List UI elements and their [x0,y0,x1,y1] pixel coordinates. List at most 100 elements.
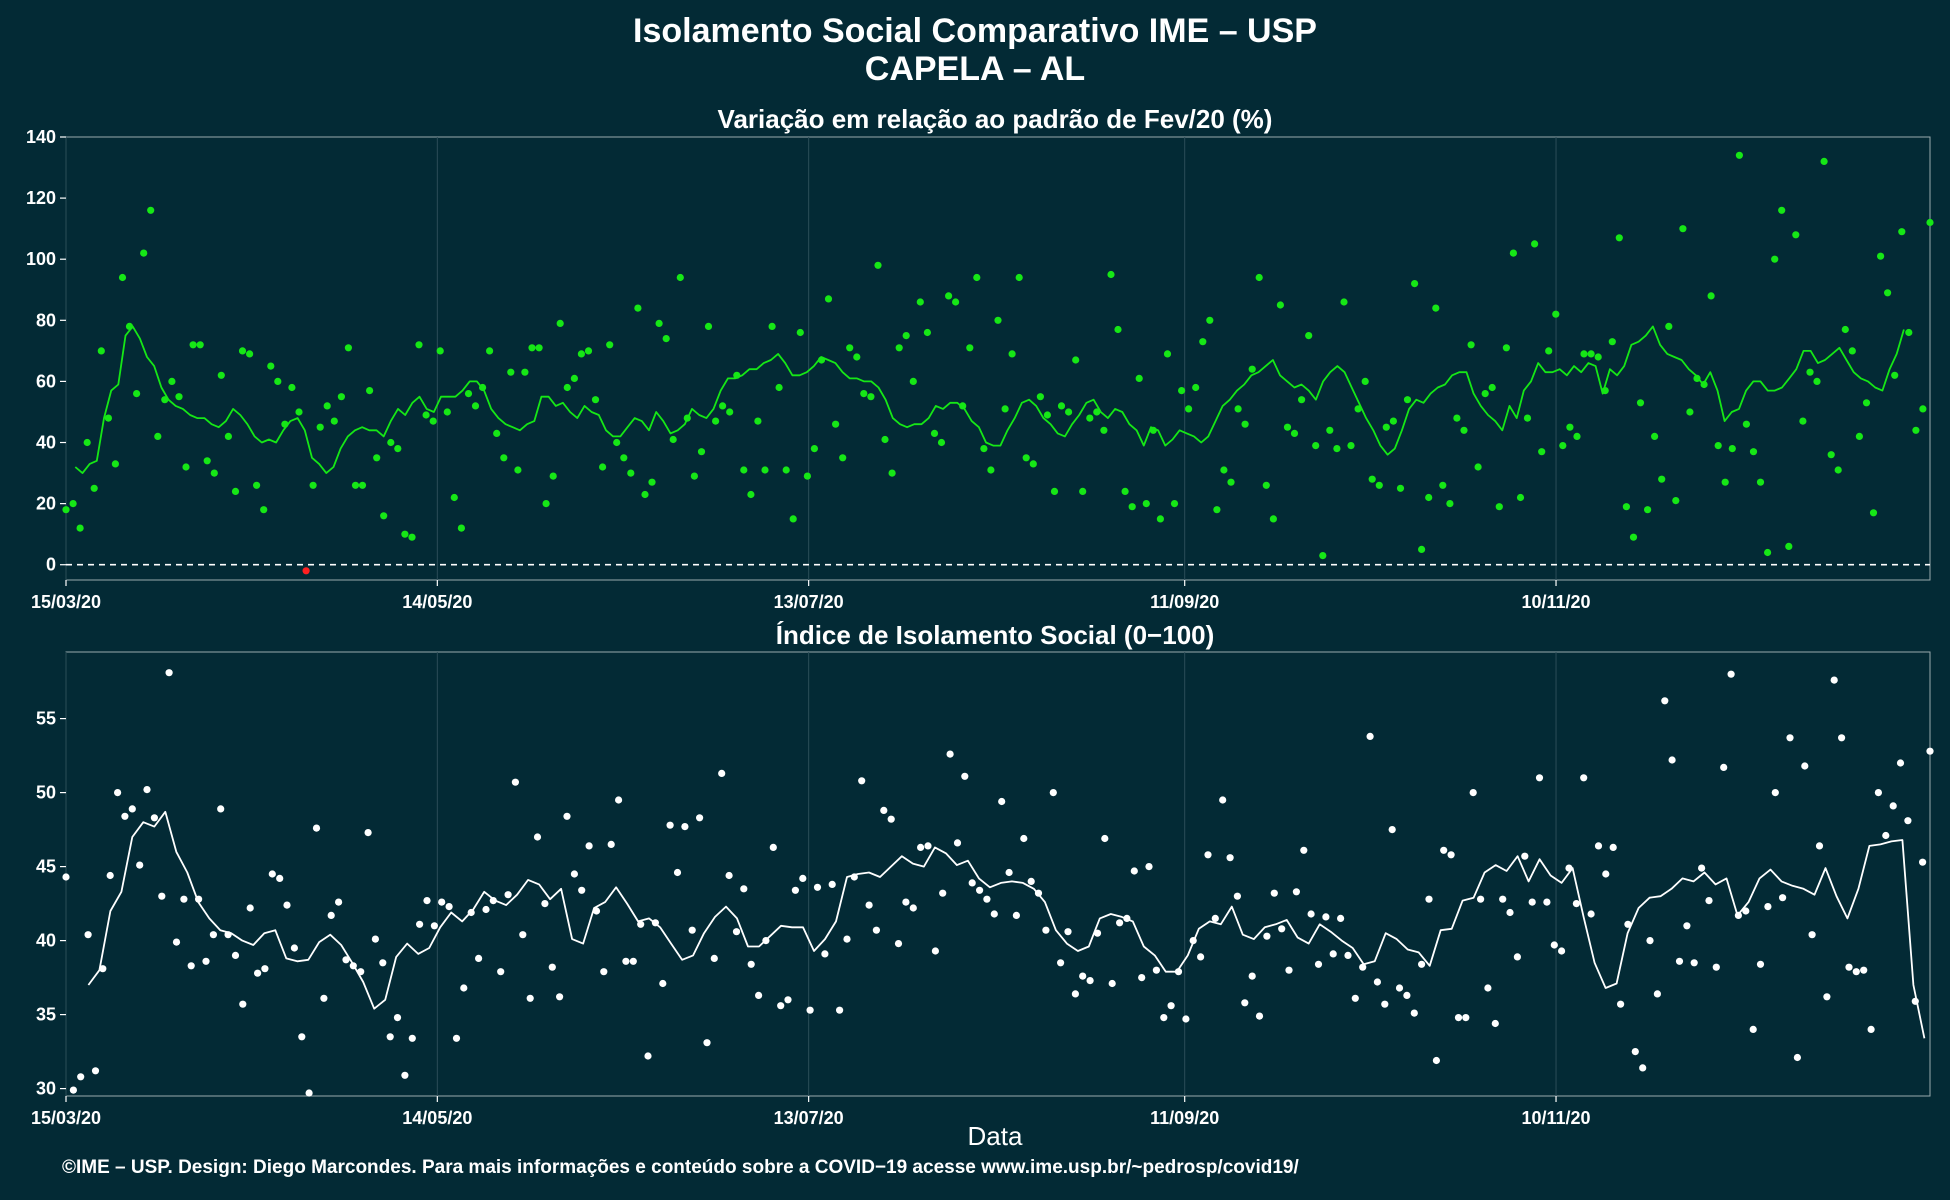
data-point [1481,390,1489,398]
data-point [1292,888,1300,896]
data-point [373,454,381,462]
data-point [246,904,254,912]
moving-average-line [87,810,1926,1039]
data-point [973,273,981,282]
data-point [77,1073,85,1081]
data-point [1418,545,1426,554]
data-point [1182,1015,1190,1023]
data-point [1499,895,1507,903]
data-point [888,469,896,477]
data-point [1101,834,1109,843]
data-point [634,304,642,312]
data-point [224,432,232,440]
data-point [1411,280,1419,288]
bottom-x-tick-label: 14/05/20 [402,1108,472,1128]
top-y-tick-label: 40 [36,433,56,453]
data-point [1558,947,1566,955]
data-point [880,806,888,815]
data-point [600,968,608,976]
data-point [1226,854,1234,862]
data-point [401,1071,409,1079]
data-point [1197,953,1205,961]
data-point [1373,978,1381,986]
data-point [1262,481,1270,489]
data-point [276,874,284,883]
data-point [1248,972,1256,980]
data-point [189,341,197,349]
data-point [1904,817,1912,825]
data-point [371,935,379,943]
data-point [1211,914,1219,923]
top-x-tick-label: 15/03/20 [31,592,101,612]
data-point [1785,542,1793,551]
data-point [696,814,704,822]
chart-title: Isolamento Social Comparativo IME – USP [633,12,1317,50]
data-point [450,493,458,502]
data-point [556,993,564,1001]
data-point [1114,325,1122,334]
data-point [1624,920,1632,928]
data-point [836,1006,844,1014]
data-point [712,417,720,425]
data-point [180,895,188,903]
top-y-tick-label: 100 [26,249,56,269]
data-point [1629,533,1638,541]
data-point [1661,697,1669,705]
data-point [865,901,873,909]
data-point [210,469,218,477]
data-point [1314,960,1323,968]
data-point [1467,341,1475,349]
data-point [1043,411,1051,419]
data-point [1594,842,1603,850]
data-point [1874,789,1882,797]
data-point [994,316,1002,324]
data-point [1285,966,1293,974]
data-point [1721,478,1729,486]
data-point [570,870,579,878]
data-point [1834,466,1842,474]
bottom-x-tick-label: 10/11/20 [1521,1108,1590,1128]
data-point [732,928,741,936]
data-point [1742,420,1750,428]
data-point [261,965,269,973]
data-point [641,490,649,499]
data-point [337,393,345,401]
data-point [832,420,840,428]
data-point [1057,402,1066,410]
data-point [1156,515,1164,523]
data-point [323,402,331,410]
data-point [316,423,324,431]
data-point [1255,1012,1264,1020]
data-point [1439,481,1447,489]
data-point [91,1067,100,1075]
data-point [1300,846,1308,854]
data-point [1651,432,1659,440]
data-point [666,821,674,829]
data-point [1340,298,1348,306]
data-point [342,956,350,964]
data-point [725,871,733,880]
data-point [379,959,387,967]
data-point [747,960,755,968]
data-point [916,298,924,306]
data-point [719,402,727,410]
data-point [1368,475,1376,483]
data-point [288,383,296,392]
bottom-y-tick-label: 40 [36,931,56,951]
data-point [268,870,276,878]
data-point [1403,396,1412,404]
data-point [556,319,564,327]
data-point [196,341,204,349]
data-point [246,350,254,358]
data-point [231,487,240,495]
data-point [704,322,713,330]
data-point [1756,960,1765,968]
data-point [1337,914,1345,923]
data-point [521,368,529,376]
data-point [843,935,851,943]
data-point [69,500,77,508]
data-point [1580,350,1588,358]
data-point [1241,420,1249,428]
data-point [909,904,917,912]
data-point [1877,252,1885,260]
